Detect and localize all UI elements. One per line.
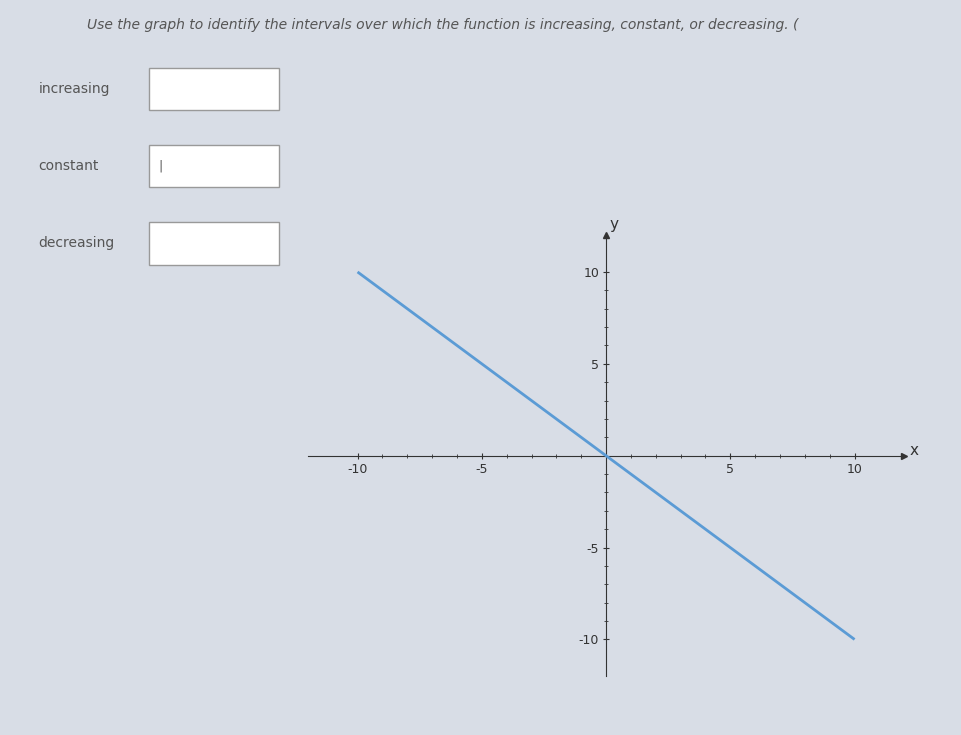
Text: |: | xyxy=(159,159,162,173)
Text: x: x xyxy=(908,442,918,458)
Text: increasing: increasing xyxy=(38,82,110,96)
Text: constant: constant xyxy=(38,159,99,173)
Text: Use the graph to identify the intervals over which the function is increasing, c: Use the graph to identify the intervals … xyxy=(86,18,797,32)
Text: y: y xyxy=(608,217,617,232)
Text: decreasing: decreasing xyxy=(38,236,114,251)
